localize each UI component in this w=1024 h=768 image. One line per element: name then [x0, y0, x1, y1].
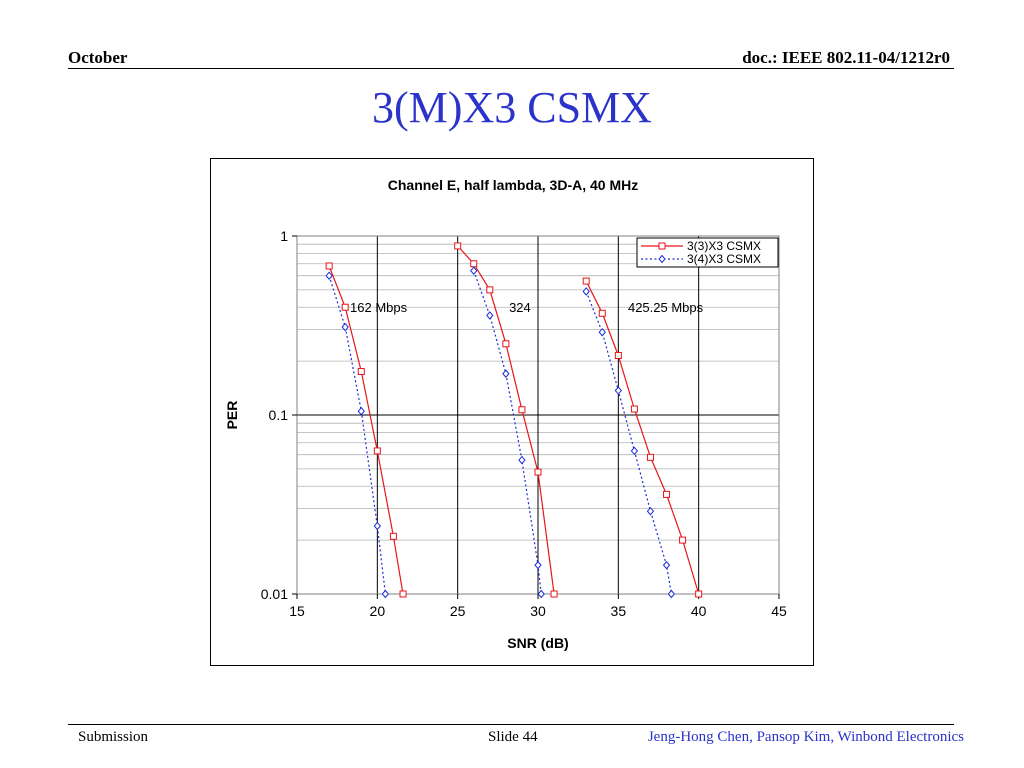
legend-label-2: 3(4)X3 CSMX — [687, 252, 761, 266]
data-point-diamond — [470, 266, 478, 275]
data-point-diamond — [598, 327, 606, 337]
data-point-diamond — [534, 560, 542, 570]
data-point-square — [325, 262, 333, 270]
data-point-square — [399, 590, 407, 598]
data-point-diamond — [630, 446, 639, 456]
header-month: October — [68, 48, 128, 67]
x-tick-label: 45 — [771, 603, 787, 619]
y-tick-label: 1 — [280, 228, 288, 244]
x-tick-label: 40 — [691, 603, 707, 619]
data-point-square — [518, 406, 526, 414]
data-point-diamond — [502, 369, 510, 379]
rate-annotation: 162 Mbps — [350, 300, 408, 315]
header-doc-id: doc.: IEEE 802.11-04/1212r0 — [742, 48, 950, 67]
x-tick-label: 15 — [289, 603, 305, 619]
data-point-diamond — [357, 406, 365, 416]
data-point-square — [582, 277, 590, 285]
legend-box — [636, 237, 779, 268]
footer-rule — [68, 724, 954, 725]
data-point-diamond — [486, 311, 494, 320]
data-point-square — [486, 286, 494, 294]
chart-title: Channel E, half lambda, 3D-A, 40 MHz — [388, 177, 639, 193]
y-tick-label: 0.1 — [269, 407, 289, 423]
legend-label-1: 3(3)X3 CSMX — [687, 239, 761, 253]
rate-annotation: 425.25 Mbps — [628, 300, 704, 315]
rate-annotation: 324 — [509, 300, 531, 315]
data-point-square — [341, 303, 349, 311]
x-axis-label: SNR (dB) — [507, 635, 568, 651]
data-point-square — [679, 536, 687, 544]
data-point-square — [646, 453, 654, 461]
series-line-2 — [473, 270, 542, 595]
data-point-square — [502, 340, 510, 348]
x-tick-label: 35 — [611, 603, 627, 619]
header-rule — [68, 68, 954, 69]
legend-marker-square — [658, 242, 666, 250]
x-tick-label: 25 — [450, 603, 466, 619]
data-point-square — [630, 405, 638, 413]
data-point-square — [470, 260, 478, 268]
x-tick-label: 20 — [370, 603, 386, 619]
data-point-square — [550, 590, 558, 598]
data-point-square — [614, 351, 622, 359]
data-point-diamond — [537, 589, 545, 599]
data-point-diamond — [373, 521, 381, 531]
series-line-1 — [585, 280, 700, 595]
data-point-square — [389, 532, 397, 540]
per-vs-snr-chart: 15 20 25 30 35 40 45 0.01 0.1 1 Channel E, half la… — [224, 177, 787, 651]
slide-title: 3(M)X3 CSMX — [372, 83, 652, 132]
data-point-square — [357, 367, 365, 375]
data-point-diamond — [582, 287, 590, 296]
y-tick-label: 0.01 — [261, 586, 288, 602]
series-line-1 — [328, 265, 404, 595]
data-point-square — [373, 447, 381, 455]
data-point-diamond — [341, 322, 349, 332]
footer-slide-number: Slide 44 — [488, 729, 538, 745]
y-axis-label: PER — [224, 401, 240, 430]
data-point-square — [663, 490, 671, 498]
data-point-diamond — [662, 560, 671, 570]
data-point-diamond — [381, 589, 390, 599]
x-tick-label: 30 — [530, 603, 546, 619]
data-point-diamond — [646, 506, 655, 516]
chart-frame: 15 20 25 30 35 40 45 0.01 0.1 1 Channel E, half la… — [210, 158, 814, 666]
legend-marker-diamond — [658, 254, 666, 264]
footer-submission: Submission — [78, 729, 149, 745]
data-point-square — [454, 242, 462, 250]
data-point-diamond — [518, 455, 526, 465]
data-point-square — [598, 309, 606, 317]
footer-authors: Jeng-Hong Chen, Pansop Kim, Winbond Elec… — [647, 729, 964, 745]
data-point-diamond — [325, 271, 333, 280]
data-point-square — [695, 590, 703, 598]
data-point-square — [534, 468, 542, 476]
data-point-diamond — [614, 386, 622, 395]
data-point-diamond — [667, 589, 676, 599]
